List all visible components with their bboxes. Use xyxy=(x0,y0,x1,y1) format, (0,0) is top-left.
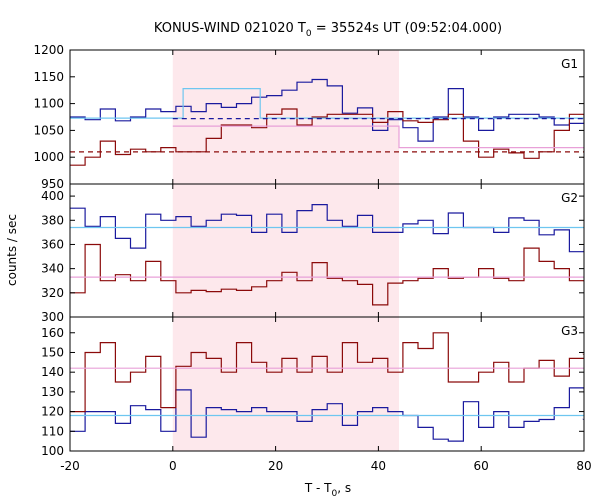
y-tick-label: 300 xyxy=(41,310,64,324)
panel-label: G1 xyxy=(561,57,578,71)
panel-G3-series-red_histogram xyxy=(70,332,584,413)
y-tick-label: 320 xyxy=(41,286,64,300)
x-tick-label: -20 xyxy=(60,459,80,473)
x-tick-label: 0 xyxy=(169,459,177,473)
y-tick-label: 400 xyxy=(41,189,64,203)
y-axis-label: counts / sec xyxy=(5,214,19,286)
y-tick-label: 140 xyxy=(41,365,64,379)
y-tick-label: 110 xyxy=(41,424,64,438)
x-tick-label: 60 xyxy=(474,459,489,473)
chart-title-rest: = 35524s UT (09:52:04.000) xyxy=(312,21,502,36)
y-tick-label: 340 xyxy=(41,262,64,276)
panel-label: G2 xyxy=(561,191,578,205)
y-tick-label: 1100 xyxy=(33,97,64,111)
plot-layer: 95010001050110011501200G1300320340360380… xyxy=(33,43,591,473)
x-tick-label: 20 xyxy=(268,459,283,473)
y-tick-label: 150 xyxy=(41,345,64,359)
panel-G2-series-red_histogram xyxy=(70,243,584,306)
y-tick-label: 130 xyxy=(41,385,64,399)
chart-title-main: KONUS-WIND 021020 T xyxy=(154,21,306,36)
chart-title: KONUS-WIND 021020 T0 = 35524s UT (09:52:… xyxy=(154,21,502,39)
y-tick-label: 160 xyxy=(41,326,64,340)
panel-G3-frame xyxy=(69,316,585,452)
x-axis-label-main: T - T xyxy=(304,481,332,495)
x-axis-label-subscript: 0 xyxy=(332,489,338,499)
y-tick-label: 120 xyxy=(41,405,64,419)
panel-G1-fit-red_fit xyxy=(172,125,584,149)
x-axis-label: T - T0, s xyxy=(304,481,351,499)
y-tick-label: 950 xyxy=(41,177,64,191)
y-tick-label: 360 xyxy=(41,237,64,251)
y-tick-label: 100 xyxy=(41,444,64,458)
x-tick-label: 80 xyxy=(576,459,591,473)
y-tick-label: 1200 xyxy=(33,43,64,57)
chart-title-subscript: 0 xyxy=(306,29,312,39)
panel-G1-series-red_histogram xyxy=(70,108,584,166)
x-tick-label: 40 xyxy=(371,459,386,473)
y-tick-label: 1000 xyxy=(33,150,64,164)
x-axis-label-rest: , s xyxy=(337,481,351,495)
y-tick-label: 1050 xyxy=(33,123,64,137)
y-tick-label: 380 xyxy=(41,213,64,227)
panel-G2-series-blue_histogram xyxy=(70,204,584,253)
y-tick-label: 1150 xyxy=(33,70,64,84)
panel-label: G3 xyxy=(561,324,578,338)
shaded-interval xyxy=(172,50,399,451)
